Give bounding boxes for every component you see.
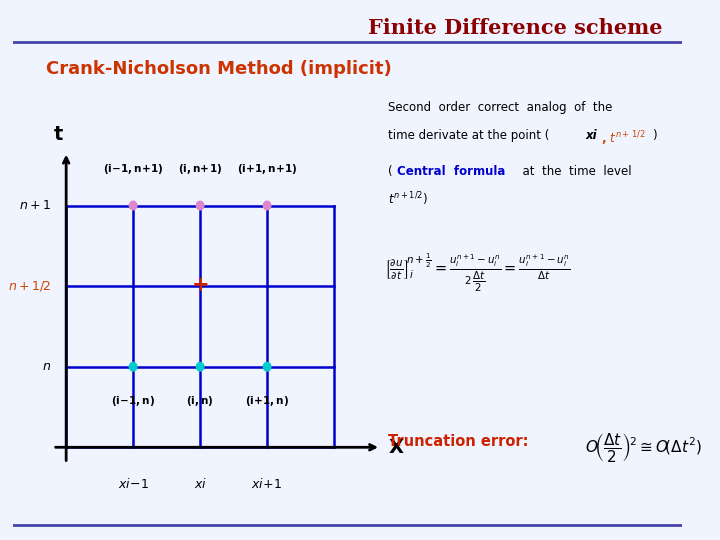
Ellipse shape: [264, 362, 271, 371]
Ellipse shape: [264, 201, 271, 210]
Text: $xi\!+\!1$: $xi\!+\!1$: [251, 477, 283, 491]
Text: Crank-Nicholson Method (implicit): Crank-Nicholson Method (implicit): [46, 60, 392, 78]
Ellipse shape: [130, 362, 137, 371]
Text: $\mathbf{(i\!-\!1,n)}$: $\mathbf{(i\!-\!1,n)}$: [111, 394, 156, 408]
Text: $\mathbf{(i\!+\!1,n)}$: $\mathbf{(i\!+\!1,n)}$: [245, 394, 289, 408]
Text: time derivate at the point (: time derivate at the point (: [387, 129, 549, 142]
Text: ): ): [652, 129, 657, 142]
Text: $\mathbf{t}$: $\mathbf{t}$: [53, 125, 63, 144]
Text: $\left[\frac{\partial u}{\partial t}\right]_i^{\!\!n+\frac{1}{2}}= \frac{u_i^{n+: $\left[\frac{\partial u}{\partial t}\rig…: [384, 251, 571, 294]
Text: Finite Difference scheme: Finite Difference scheme: [368, 17, 662, 37]
Text: (: (: [387, 165, 392, 178]
Ellipse shape: [197, 201, 204, 210]
Text: xi: xi: [585, 129, 597, 142]
Text: , $t^{n+\,1/2}$: , $t^{n+\,1/2}$: [601, 129, 646, 148]
Ellipse shape: [197, 362, 204, 371]
Text: $n+1$: $n+1$: [19, 199, 51, 212]
Text: Second  order  correct  analog  of  the: Second order correct analog of the: [387, 101, 612, 114]
Ellipse shape: [130, 201, 137, 210]
Text: $n$: $n$: [42, 360, 51, 373]
Text: Central  formula: Central formula: [397, 165, 505, 178]
Text: $xi$: $xi$: [194, 477, 207, 491]
Text: $\mathbf{(i\!-\!1,n\!+\!1)}$: $\mathbf{(i\!-\!1,n\!+\!1)}$: [103, 162, 163, 176]
Text: Truncation error:: Truncation error:: [387, 434, 528, 449]
Text: $\mathbf{(i\!+\!1,n\!+\!1)}$: $\mathbf{(i\!+\!1,n\!+\!1)}$: [237, 162, 297, 176]
Text: +: +: [192, 274, 209, 294]
Text: $xi\!-\!1$: $xi\!-\!1$: [117, 477, 149, 491]
Text: $\mathbf{X}$: $\mathbf{X}$: [387, 438, 404, 457]
Text: $n+1/2$: $n+1/2$: [8, 279, 51, 293]
Text: $O\!\left(\dfrac{\Delta t}{2}\right)^{\!2}\cong O\!\left(\Delta t^2\right)$: $O\!\left(\dfrac{\Delta t}{2}\right)^{\!…: [585, 431, 703, 464]
Text: $t^{n+1/2}$): $t^{n+1/2}$): [387, 191, 428, 208]
Text: $\mathbf{(i,n)}$: $\mathbf{(i,n)}$: [186, 394, 214, 408]
Text: at  the  time  level: at the time level: [515, 165, 631, 178]
Text: $\mathbf{(i,n\!+\!1)}$: $\mathbf{(i,n\!+\!1)}$: [178, 162, 222, 176]
